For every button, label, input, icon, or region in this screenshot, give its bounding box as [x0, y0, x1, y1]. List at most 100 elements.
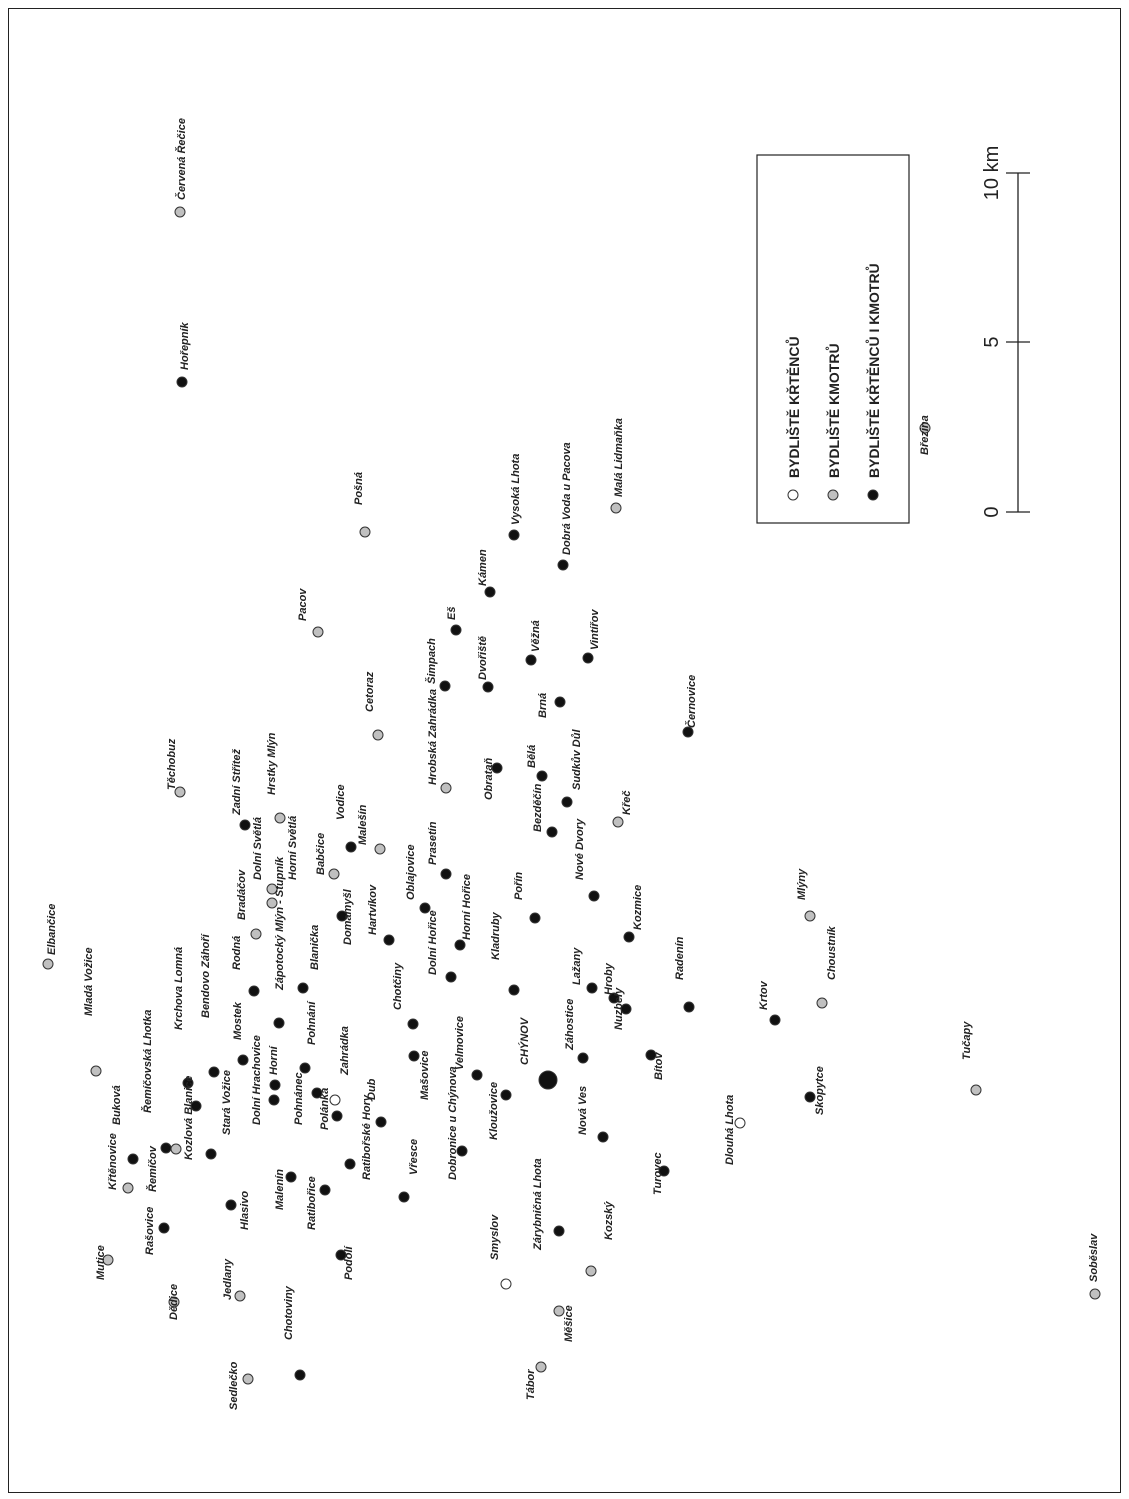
place-label-skopytce: Skopytce	[814, 1066, 826, 1115]
place-dot-mutice	[102, 1254, 114, 1266]
place-label-dlouha-lhota: Dlouhá Lhota	[724, 1095, 736, 1165]
place-label-mostek: Mostek	[232, 1001, 244, 1040]
place-label-vysoka-lhota: Vysoká Lhota	[510, 454, 522, 525]
place-dot-radenin	[683, 1001, 695, 1013]
place-dot-hrobska-zahradka	[440, 782, 452, 794]
place-label-cetoraz: Cetoraz	[364, 671, 376, 712]
place-label-chotciny: Chotčiny	[392, 962, 404, 1010]
place-label-mesice: Měšice	[563, 1305, 575, 1342]
legend-grey-marker	[827, 489, 839, 501]
place-label-hrstky-mlyn: Hrstky Mlýn	[266, 732, 278, 795]
place-dot-chotoviny	[294, 1369, 306, 1381]
place-label-sedlecko: Sedlečko	[228, 1361, 240, 1410]
place-label-remicovska-lhotka: Řemíčovská Lhotka	[141, 1010, 154, 1113]
place-label-hlasivo: Hlasivo	[239, 1191, 251, 1230]
place-dot-masovice	[408, 1050, 420, 1062]
place-label-dobronice-u-chynova: Dobronice u Chýnova	[447, 1066, 459, 1180]
place-label-horni: Horní	[268, 1044, 280, 1075]
place-dot-pohnanec	[311, 1087, 323, 1099]
place-dot-horni-horice	[454, 939, 466, 951]
place-label-tucapy: Tučapy	[961, 1021, 973, 1060]
place-dot-stara-vozice	[205, 1148, 217, 1160]
legend-box	[756, 154, 910, 524]
place-dot-obratan	[491, 762, 503, 774]
place-dot-malenin	[285, 1171, 297, 1183]
place-dot-prasetin	[440, 868, 452, 880]
legend-grey-label: BYDLIŠTĚ KMOTRŮ	[824, 343, 842, 478]
place-label-porin: Pořín	[513, 872, 525, 900]
place-dot-pohnani	[299, 1062, 311, 1074]
place-dot-dobronice-u-chynova	[456, 1145, 468, 1157]
place-dot-zadni-stritez	[239, 819, 251, 831]
place-dot-hartvikov	[383, 934, 395, 946]
place-label-vezna: Věžná	[530, 620, 542, 652]
place-dot-nove-dvory	[588, 890, 600, 902]
place-dot-dobra-voda-u-pacova	[557, 559, 569, 571]
place-dot-sudkuv-dul	[561, 796, 573, 808]
place-dot-porin	[529, 912, 541, 924]
place-label-zarybnicna-lhota: Zárybničná Lhota	[532, 1158, 544, 1251]
place-label-pohnanec: Pohnánec	[293, 1072, 305, 1125]
place-dot-vintirov	[582, 652, 594, 664]
place-dot-elbancice	[42, 958, 54, 970]
place-dot-hrstky-mlyn	[274, 812, 286, 824]
place-label-prasetin: Prasetín	[427, 821, 439, 865]
place-label-krtenovice: Křtěnovice	[107, 1133, 119, 1190]
place-label-mlyny: Mlýny	[796, 868, 808, 900]
place-label-chynov: CHÝNOV	[518, 1016, 531, 1065]
place-label-horni-horice: Horní Hořice	[461, 874, 473, 940]
place-label-domamysl: Domamyšl	[342, 888, 354, 945]
place-dot-domamysl	[336, 910, 348, 922]
map-frame	[8, 8, 1121, 1493]
place-label-zahostice: Záhostice	[564, 999, 576, 1051]
place-dot-choustnik	[816, 997, 828, 1009]
place-label-velmovice: Velmovice	[454, 1016, 466, 1070]
place-label-blanicka: Blanička	[309, 925, 321, 970]
place-dot-remicovska-lhotka	[170, 1143, 182, 1155]
place-dot-hlasivo	[225, 1199, 237, 1211]
place-dot-vezna	[525, 654, 537, 666]
place-dot-cernovice	[682, 726, 694, 738]
place-dot-remicov	[160, 1142, 172, 1154]
place-label-polanka: Polánka	[319, 1088, 331, 1130]
place-label-elbancice: Elbančice	[46, 904, 58, 955]
place-dot-mlada-vozice	[90, 1065, 102, 1077]
place-label-pacov: Pacov	[297, 588, 309, 621]
place-label-zahradka: Zahrádka	[339, 1026, 351, 1076]
place-label-hroby: Hroby	[603, 962, 615, 995]
place-label-simpach: Šimpach	[425, 638, 438, 684]
legend-white-marker	[787, 489, 799, 501]
place-label-radenin: Radenín	[674, 936, 686, 980]
place-dot-krtenovice	[122, 1182, 134, 1194]
place-label-es: Eš	[446, 607, 458, 620]
place-dot-bendovo-zahori	[208, 1066, 220, 1078]
place-label-krchova-lomna: Krchova Lomná	[173, 947, 185, 1030]
place-dot-turovec	[658, 1165, 670, 1177]
place-label-hrobska-zahradka: Hrobská Zahrádka	[427, 689, 439, 785]
place-label-rasovice: Rašovice	[144, 1207, 156, 1255]
place-dot-zahradka	[329, 1094, 341, 1106]
place-dot-bukova	[127, 1153, 139, 1165]
place-dot-babcice	[328, 868, 340, 880]
place-label-remicov: Řemíčov	[146, 1145, 159, 1192]
place-label-klouzovice: Kloužovice	[488, 1082, 500, 1140]
place-dot-techobuz	[174, 786, 186, 798]
scale-label-0: 0	[981, 506, 1003, 517]
legend-black-marker	[867, 489, 879, 501]
place-label-posna: Pošná	[353, 472, 365, 505]
place-dot-rasovice	[158, 1222, 170, 1234]
place-label-brna: Brná	[537, 693, 549, 718]
place-label-kozsky: Kozský	[603, 1201, 615, 1240]
place-label-hartvikov: Hartvíkov	[367, 884, 379, 935]
place-label-turovec: Turovec	[652, 1152, 664, 1195]
place-dot-brezina	[919, 422, 931, 434]
place-dot-chotciny	[407, 1018, 419, 1030]
place-label-dedice: Dědice	[168, 1284, 180, 1320]
place-dot-hroby	[608, 992, 620, 1004]
place-dot-velmovice	[471, 1069, 483, 1081]
place-dot-kamen	[484, 586, 496, 598]
place-label-malenin: Malenín	[274, 1169, 286, 1210]
place-label-cernovice: Černovice	[685, 675, 698, 728]
place-label-malesin: Malešín	[357, 804, 369, 845]
place-dot-kozlova-blanice	[190, 1100, 202, 1112]
